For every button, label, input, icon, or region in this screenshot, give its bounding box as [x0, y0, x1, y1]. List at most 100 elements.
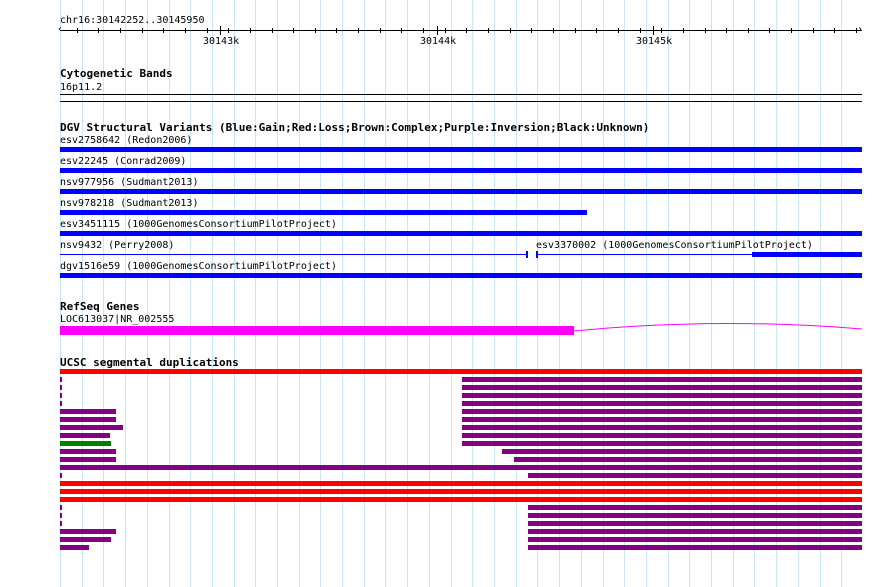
variant-bar[interactable] [60, 273, 862, 278]
segdup-bar[interactable] [528, 513, 862, 518]
variant-label[interactable]: nsv978218 (Sudmant2013) [60, 198, 199, 209]
ruler-minor-tick [315, 28, 316, 33]
segdup-bar[interactable] [462, 433, 862, 438]
variant-line[interactable] [60, 254, 527, 255]
segdup-bar[interactable] [462, 385, 862, 390]
variant-label[interactable]: esv2758642 (Redon2006) [60, 135, 193, 146]
ruler-minor-tick [77, 28, 78, 33]
segdup-bar[interactable] [60, 417, 116, 422]
segdup-bar[interactable] [462, 401, 862, 406]
segdup-bar[interactable] [502, 449, 862, 454]
gene-exon[interactable] [60, 326, 574, 335]
segdup-bar[interactable] [60, 489, 862, 494]
variant-label[interactable]: nsv9432 (Perry2008) [60, 240, 175, 251]
refseq-track-title[interactable]: RefSeq Genes [60, 300, 140, 313]
segdup-bar[interactable] [528, 505, 862, 510]
segdup-bar[interactable] [60, 425, 123, 430]
grid-line [689, 0, 690, 587]
ruler-minor-tick [228, 28, 229, 33]
variant-bar[interactable] [60, 231, 862, 236]
variant-label[interactable]: esv3451115 (1000GenomesConsortiumPilotPr… [60, 219, 337, 230]
grid-line [711, 0, 712, 587]
ruler-minor-tick [683, 28, 684, 33]
variant-line[interactable] [538, 254, 752, 255]
ruler-tick-label: 30143k [203, 36, 240, 47]
ruler-minor-tick [445, 28, 446, 33]
grid-line [212, 0, 213, 587]
ruler-minor-tick [401, 28, 402, 33]
variant-bar[interactable] [752, 252, 862, 257]
segdup-track-title[interactable]: UCSC segmental duplications [60, 356, 239, 369]
variant-label[interactable]: esv22245 (Conrad2009) [60, 156, 187, 167]
segdup-bar[interactable] [60, 465, 862, 470]
scroll-left-icon[interactable]: ‹ [57, 24, 64, 35]
segdup-bar[interactable] [60, 409, 116, 414]
segdup-bar[interactable] [60, 497, 862, 502]
variant-bar[interactable] [60, 168, 862, 173]
ruler-minor-tick [769, 28, 770, 33]
scroll-right-icon[interactable]: › [857, 24, 864, 35]
variant-label[interactable]: nsv977956 (Sudmant2013) [60, 177, 199, 188]
ruler-tick-label: 30145k [636, 36, 673, 47]
segdup-bar[interactable] [60, 441, 111, 446]
segdup-bar[interactable] [60, 481, 862, 486]
gene-label[interactable]: LOC613037|NR_002555 [60, 314, 175, 325]
grid-line [169, 0, 170, 587]
variant-bar[interactable] [60, 210, 587, 215]
segdup-bar[interactable] [528, 545, 862, 550]
ruler-minor-tick [531, 28, 532, 33]
ruler-minor-tick [250, 28, 251, 33]
variant-label[interactable]: esv3370002 (1000GenomesConsortiumPilotPr… [536, 240, 813, 251]
segdup-bar[interactable] [60, 377, 62, 382]
segdup-bar[interactable] [462, 425, 862, 430]
grid-line [125, 0, 126, 587]
segdup-bar[interactable] [462, 417, 862, 422]
segdup-bar[interactable] [514, 457, 862, 462]
segdup-bar[interactable] [60, 545, 89, 550]
segdup-bar[interactable] [60, 473, 62, 478]
gene-intron[interactable] [574, 322, 864, 336]
segdup-bar[interactable] [60, 513, 62, 518]
ruler-tick [220, 26, 221, 35]
segdup-bar[interactable] [462, 441, 862, 446]
segdup-bar[interactable] [528, 521, 862, 526]
grid-line [320, 0, 321, 587]
segdup-bar[interactable] [462, 377, 862, 382]
variant-label[interactable]: dgv1516e59 (1000GenomesConsortiumPilotPr… [60, 261, 337, 272]
variant-bar[interactable] [60, 147, 862, 152]
ruler-minor-tick [856, 28, 857, 33]
segdup-bar[interactable] [60, 369, 862, 374]
segdup-bar[interactable] [60, 401, 62, 406]
segdup-bar[interactable] [462, 393, 862, 398]
segdup-bar[interactable] [462, 409, 862, 414]
segdup-bar[interactable] [60, 521, 62, 526]
ruler-minor-tick [466, 28, 467, 33]
segdup-bar[interactable] [60, 385, 62, 390]
segdup-bar[interactable] [60, 457, 116, 462]
segdup-bar[interactable] [528, 537, 862, 542]
grid-line [820, 0, 821, 587]
segdup-bar[interactable] [528, 473, 862, 478]
ruler-minor-tick [618, 28, 619, 33]
grid-line [841, 0, 842, 587]
segdup-bar[interactable] [60, 505, 62, 510]
segdup-bar[interactable] [60, 449, 116, 454]
segdup-bar[interactable] [528, 529, 862, 534]
cytoband-track-title[interactable]: Cytogenetic Bands [60, 67, 173, 80]
ruler-minor-tick [488, 28, 489, 33]
segdup-bar[interactable] [60, 537, 111, 542]
grid-line [559, 0, 560, 587]
grid-line [537, 0, 538, 587]
ruler-minor-tick [293, 28, 294, 33]
grid-line [407, 0, 408, 587]
segdup-bar[interactable] [60, 433, 110, 438]
segdup-bar[interactable] [60, 529, 116, 534]
variant-bar[interactable] [60, 189, 862, 194]
dgv-track-title[interactable]: DGV Structural Variants (Blue:Gain;Red:L… [60, 121, 650, 134]
grid-line [776, 0, 777, 587]
ruler-axis[interactable] [60, 30, 862, 31]
grid-line [798, 0, 799, 587]
ruler-minor-tick [336, 28, 337, 33]
segdup-bar[interactable] [60, 393, 62, 398]
